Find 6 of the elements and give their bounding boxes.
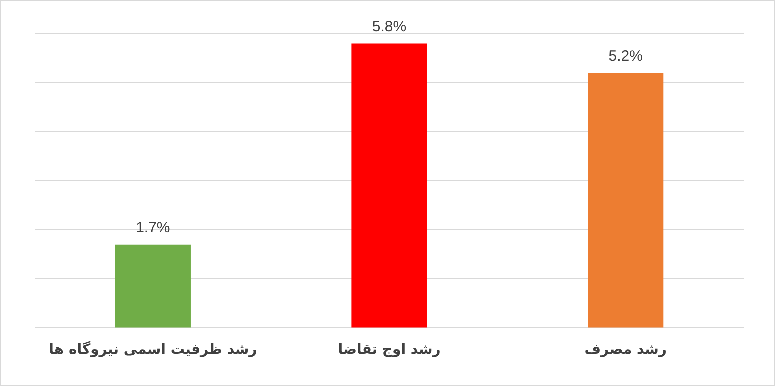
x-tick-label: رشد اوج تقاضا (338, 342, 441, 358)
data-label: 1.7% (136, 219, 170, 236)
data-label: 5.2% (608, 48, 643, 65)
data-label: 5.8% (372, 18, 407, 36)
x-tick-label: رشد مصرف (584, 342, 667, 358)
x-tick-label: رشد ظرفیت اسمی نیروگاه ها (49, 341, 258, 358)
